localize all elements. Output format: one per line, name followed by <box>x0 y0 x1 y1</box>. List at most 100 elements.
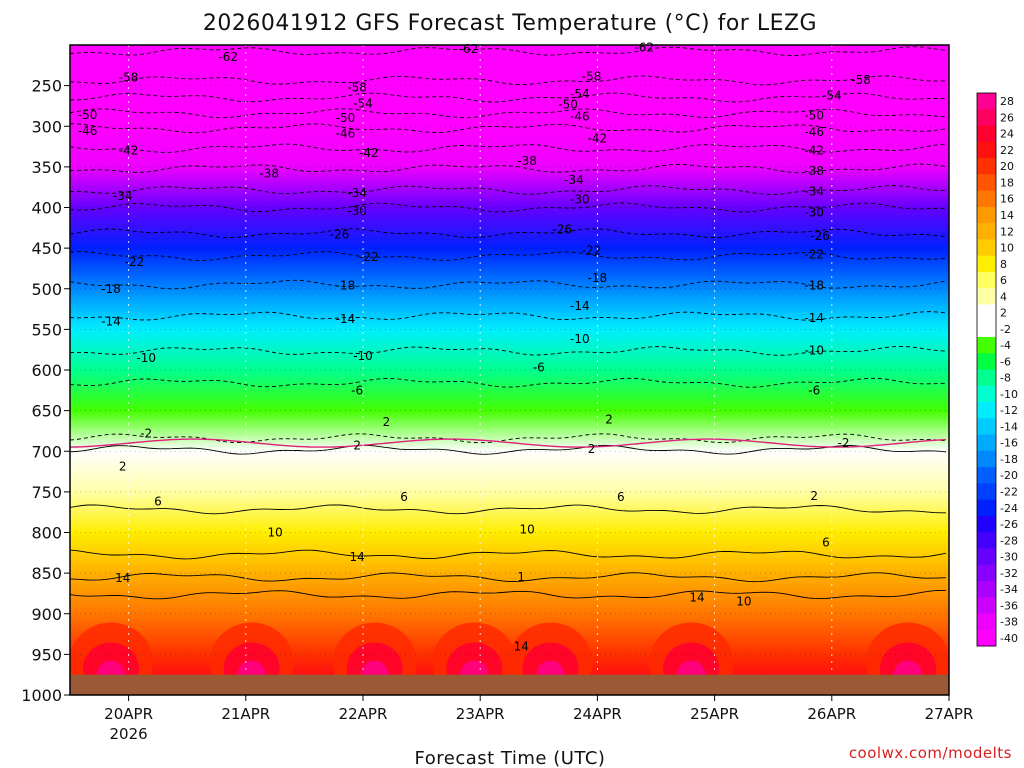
y-tick-label: 900 <box>31 605 62 624</box>
contour-label: -50 <box>78 108 98 122</box>
colorbar-label: -28 <box>1000 534 1018 547</box>
y-tick-label: 950 <box>31 645 62 664</box>
colorbar-swatch <box>977 141 996 159</box>
contour-label: 1 <box>517 570 525 584</box>
x-tick-label: 23APR <box>456 705 505 723</box>
contour-label: -6 <box>351 383 363 397</box>
chart-title: 2026041912 GFS Forecast Temperature (°C)… <box>203 11 817 36</box>
colorbar-swatch <box>977 125 996 143</box>
contour-label: 6 <box>154 495 162 509</box>
contour-label: -58 <box>119 71 139 85</box>
colorbar-swatch <box>977 174 996 192</box>
contour-line <box>70 549 947 560</box>
colorbar-swatch <box>977 515 996 533</box>
contour-label: -34 <box>347 186 367 200</box>
contour-line <box>70 504 946 515</box>
colorbar-swatch <box>977 580 996 598</box>
contour-label: -14 <box>804 311 824 325</box>
colorbar-label: -16 <box>1000 437 1018 450</box>
y-tick-label: 550 <box>31 320 62 339</box>
colorbar-label: 26 <box>1000 111 1014 124</box>
y-tick-label: 400 <box>31 199 62 218</box>
colorbar-label: 10 <box>1000 242 1014 255</box>
colorbar-label: 22 <box>1000 144 1014 157</box>
contour-label: 2 <box>353 439 361 453</box>
contour-label: -54 <box>822 88 842 102</box>
colorbar-label: -8 <box>1000 372 1011 385</box>
colorbar-swatch <box>977 450 996 468</box>
contour-label: -46 <box>78 124 98 138</box>
contour-line <box>70 572 947 583</box>
colorbar-swatch <box>977 320 996 338</box>
contour-label: -58 <box>851 73 871 87</box>
contour-label: 2 <box>119 460 127 474</box>
contour-line <box>70 444 947 455</box>
colorbar-label: -12 <box>1000 404 1018 417</box>
contour-label: 2 <box>383 415 391 429</box>
colorbar-frame <box>976 92 997 647</box>
colorbar-swatch <box>977 467 996 484</box>
contour-label: -50 <box>336 111 356 125</box>
contour-label: -10 <box>136 351 156 365</box>
contour-labels: -62-62 -62-58-58-58 -58-54-54 -54-50 -50-50-… <box>78 40 871 653</box>
colorbar-swatch <box>977 271 996 289</box>
y-tick-label: 350 <box>31 158 62 177</box>
contour-label: -42 <box>588 131 608 145</box>
x-axis-ticks: 20APR 2026 21APR 22APR 23APR 24APR 25APR 26APR 2… <box>104 695 973 743</box>
contour-label: -34 <box>113 189 133 203</box>
contour-label: 14 <box>349 550 364 564</box>
contour-label: -10 <box>353 349 373 363</box>
colorbar-swatch <box>977 434 996 452</box>
colorbar-swatch <box>977 353 996 370</box>
colorbar-label: -6 <box>1000 355 1011 368</box>
contour-label: -2 <box>140 426 152 440</box>
colorbar-swatch <box>977 499 996 517</box>
x-tick-label: 22APR <box>339 705 388 723</box>
x-tick-sublabel: 2026 <box>110 725 148 743</box>
contour-line <box>70 590 947 600</box>
y-tick-label: 800 <box>31 524 62 543</box>
colorbar-swatch <box>977 93 996 110</box>
contour-label: -14 <box>336 312 356 326</box>
colorbar-label: -10 <box>1000 388 1018 401</box>
colorbar-swatch <box>977 597 996 614</box>
temperature-field <box>70 45 949 695</box>
colorbar-swatch <box>977 613 996 631</box>
contour-label: -62 <box>459 42 479 56</box>
ground-surface <box>70 674 949 695</box>
colorbar-label: 28 <box>1000 95 1014 108</box>
contour-label: -14 <box>570 299 590 313</box>
colorbar-label: 14 <box>1000 209 1014 222</box>
contour-label: -30 <box>570 192 590 206</box>
credit-link[interactable]: coolwx.com/modelts <box>849 744 1012 762</box>
contour-label: 6 <box>822 535 830 549</box>
contour-label: 6 <box>400 490 408 504</box>
colorbar-label: -18 <box>1000 453 1018 466</box>
colorbar-swatch <box>977 532 996 549</box>
colorbar: 28 26 24 22 20 18 16 14 12 10 8 6 4 2 -2 -4 -6 -8 -10 -12 -1… <box>976 92 1018 647</box>
colorbar-label: -32 <box>1000 567 1018 580</box>
contour-label: -2 <box>838 436 850 450</box>
colorbar-label: 4 <box>1000 290 1007 303</box>
y-tick-label: 500 <box>31 280 62 299</box>
colorbar-label: 24 <box>1000 128 1014 141</box>
contour-label: 6 <box>617 490 625 504</box>
contour-label: -18 <box>588 271 608 285</box>
colorbar-label: -36 <box>1000 599 1018 612</box>
colorbar-label: 20 <box>1000 160 1014 173</box>
contour-label: -58 <box>347 80 367 94</box>
contour-label: -62 <box>634 40 654 54</box>
colorbar-swatch <box>977 158 996 175</box>
contour-label: -26 <box>810 229 830 243</box>
y-tick-label: 600 <box>31 361 62 380</box>
contour-label: -18 <box>336 279 356 293</box>
colorbar-swatch <box>977 402 996 419</box>
x-tick-label: 26APR <box>807 705 856 723</box>
colorbar-label: -24 <box>1000 502 1018 515</box>
contour-label: -50 <box>804 109 824 123</box>
freezing-level-line <box>70 438 947 448</box>
contour-label: 2 <box>588 442 596 456</box>
colorbar-swatch <box>977 369 996 387</box>
y-tick-label: 650 <box>31 402 62 421</box>
